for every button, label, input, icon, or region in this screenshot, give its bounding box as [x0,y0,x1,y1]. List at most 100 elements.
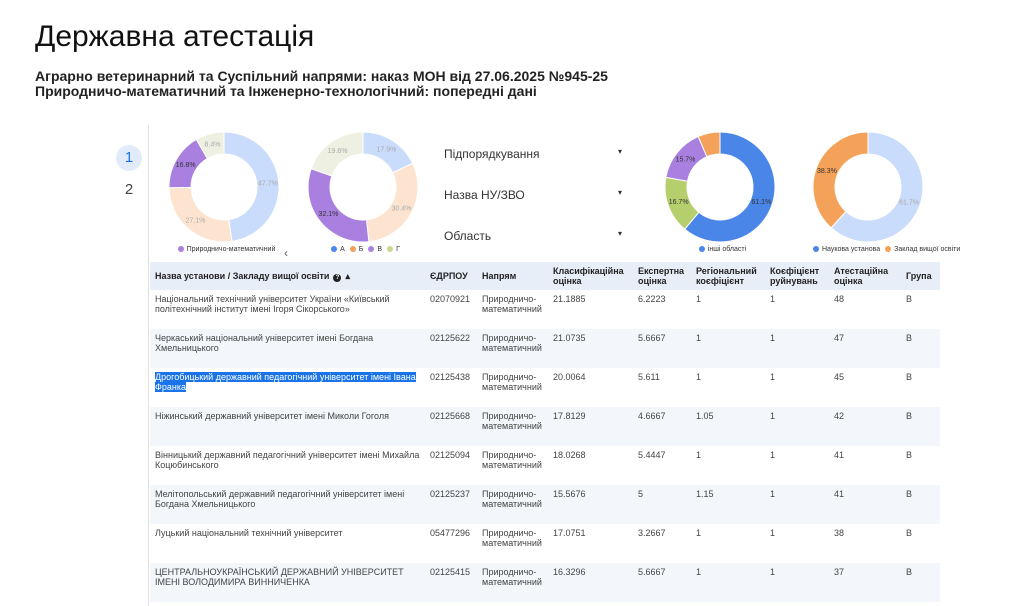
cell-text: ЦЕНТРАЛЬНОУКРАЇНСЬКИЙ ДЕРЖАВНИЙ УНІВЕРСИ… [155,567,404,587]
cell-text: 5 [638,489,644,499]
table-cell: 1 [765,329,829,368]
cell-text: 17.8129 [553,411,586,421]
cell-text: 05477296 [430,528,471,538]
donut-slice [812,131,869,229]
column-header[interactable]: Напрям [477,262,548,290]
table-cell: 5 [633,485,691,524]
legend-label: Заклад вищої освіти [894,246,961,253]
slice-label: 19.6% [328,148,348,155]
table-cell: 02125415 [425,563,477,602]
column-header[interactable]: Група [901,262,940,290]
cell-text: 6.2223 [638,294,666,304]
table-cell: В [901,446,940,485]
cell-text: 47 [834,333,845,343]
cell-text: 17.0751 [553,528,586,538]
cell-text: 1 [696,450,702,460]
filter-dropdown[interactable]: Назва НУ/ЗВО ▾ [444,188,622,202]
dropdown-arrow: ▾ [617,188,622,197]
table-cell: 1 [765,407,829,446]
table-cell: 1.05 [691,407,765,446]
table-cell: 48 [829,290,901,329]
legend-label: Наукова установа [822,246,881,253]
header-text: Класифікаційна оцінка [553,266,624,286]
cell-text: 3.2667 [638,528,666,538]
cell-text: 15.5676 [553,489,586,499]
column-header[interactable]: Назва установи / Закладу вищої освіти? ▴ [150,262,425,290]
cell-text: 37 [834,567,845,577]
cell-text: 1 [696,333,702,343]
header-text: Група [906,271,932,281]
cell-text: Природничо-математичний [482,567,542,587]
column-header[interactable]: Регіональний коєфіцієнт [691,262,765,290]
table-cell: Природничо-математичний [477,368,548,407]
table-cell: 4.6667 [633,407,691,446]
table-cell: 02070921 [425,290,477,329]
legend-swatch [349,246,356,253]
charts: 47.7% 27.1% 16.8% 8.4% 17.9% 30.4% 32.1% 19.6% 6… [168,131,924,243]
table-row: Вінницький державний педагогічний універ… [150,446,940,485]
table-row: Ніжинський державний університет імені М… [150,407,940,446]
cell-text: Ніжинський державний університет імені М… [155,411,389,421]
cell-text: 02070921 [430,294,471,304]
cell-text: 48 [834,294,845,304]
table-cell: Природничо-математичний [477,446,548,485]
cell-text: 41 [834,489,845,499]
header-text: Експертна оцінка [638,266,685,286]
table-cell: 02125237 [425,485,477,524]
legend-prev[interactable]: ‹ [284,246,288,260]
cell-text: 21.1885 [553,294,586,304]
column-header[interactable]: Класифікаційна оцінка [548,262,633,290]
legend-swatch [387,246,394,253]
legend-label: Б [358,246,364,253]
filter-dropdown[interactable]: Область ▾ [444,229,622,243]
legend-label: Г [396,246,400,253]
dropdown-arrow: ▾ [617,229,622,238]
table-cell: Дрогобицький державний педагогічний унів… [150,368,425,407]
table-cell: Мелітопольський державний педагогічний у… [150,485,425,524]
page-button[interactable]: 2 [124,181,134,198]
donut-slice [195,131,225,160]
subtitle: Природничо-математичний та Інженерно-тех… [35,83,537,99]
table-cell: В [901,563,940,602]
table-cell: В [901,329,940,368]
cell-text: 45 [834,372,845,382]
legend: А Б В Г [303,246,423,253]
legend: Наукова установа Заклад вищої освіти [808,246,960,253]
cell-text: 1 [696,372,702,382]
table-cell: 18.0268 [548,446,633,485]
column-header[interactable]: Атестаційна оцінка [829,262,901,290]
page-button[interactable]: 1 [116,145,142,171]
donut-slice [830,131,924,243]
table-cell: Луцький національний технічний університ… [150,524,425,563]
table-cell: 1 [691,563,765,602]
page-title: Державна атестація [35,20,315,53]
cell-text: 02125668 [430,411,471,421]
cell-text: 1 [770,528,776,538]
column-header[interactable]: Коєфіцієнт руйнувань [765,262,829,290]
subtitle: Аграрно ветеринарний та Суспільний напря… [35,68,608,84]
table-cell: 21.1885 [548,290,633,329]
table-cell: 1 [765,368,829,407]
slice-label: 30.4% [391,205,411,212]
cell-text: В [906,411,913,421]
cell-text: 5.611 [638,372,660,382]
cell-text: 16.3296 [553,567,586,577]
column-header[interactable]: Експертна оцінка [633,262,691,290]
table-cell: Природничо-математичний [477,563,548,602]
cell-text: 02125094 [430,450,471,460]
header-text: Регіональний коєфіцієнт [696,266,757,286]
table-cell: Ніжинський державний університет імені М… [150,407,425,446]
cell-text: 21.0735 [553,333,586,343]
cell-text: Вінницький державний педагогічний універ… [155,450,420,470]
column-header[interactable]: ЄДРПОУ [425,262,477,290]
cell-text: Природничо-математичний [482,489,542,509]
filter-dropdown[interactable]: Підпорядкування ▾ [444,147,622,161]
cell-text: 1.15 [696,489,714,499]
table-cell: 1.15 [691,485,765,524]
cell-text: 5.6667 [638,567,666,577]
cell-text: В [906,450,913,460]
table-row: ЦЕНТРАЛЬНОУКРАЇНСЬКИЙ ДЕРЖАВНИЙ УНІВЕРСИ… [150,563,940,602]
cell-text: 20.0064 [553,372,586,382]
cell-text: 1 [770,567,776,577]
table-cell: 37 [829,563,901,602]
